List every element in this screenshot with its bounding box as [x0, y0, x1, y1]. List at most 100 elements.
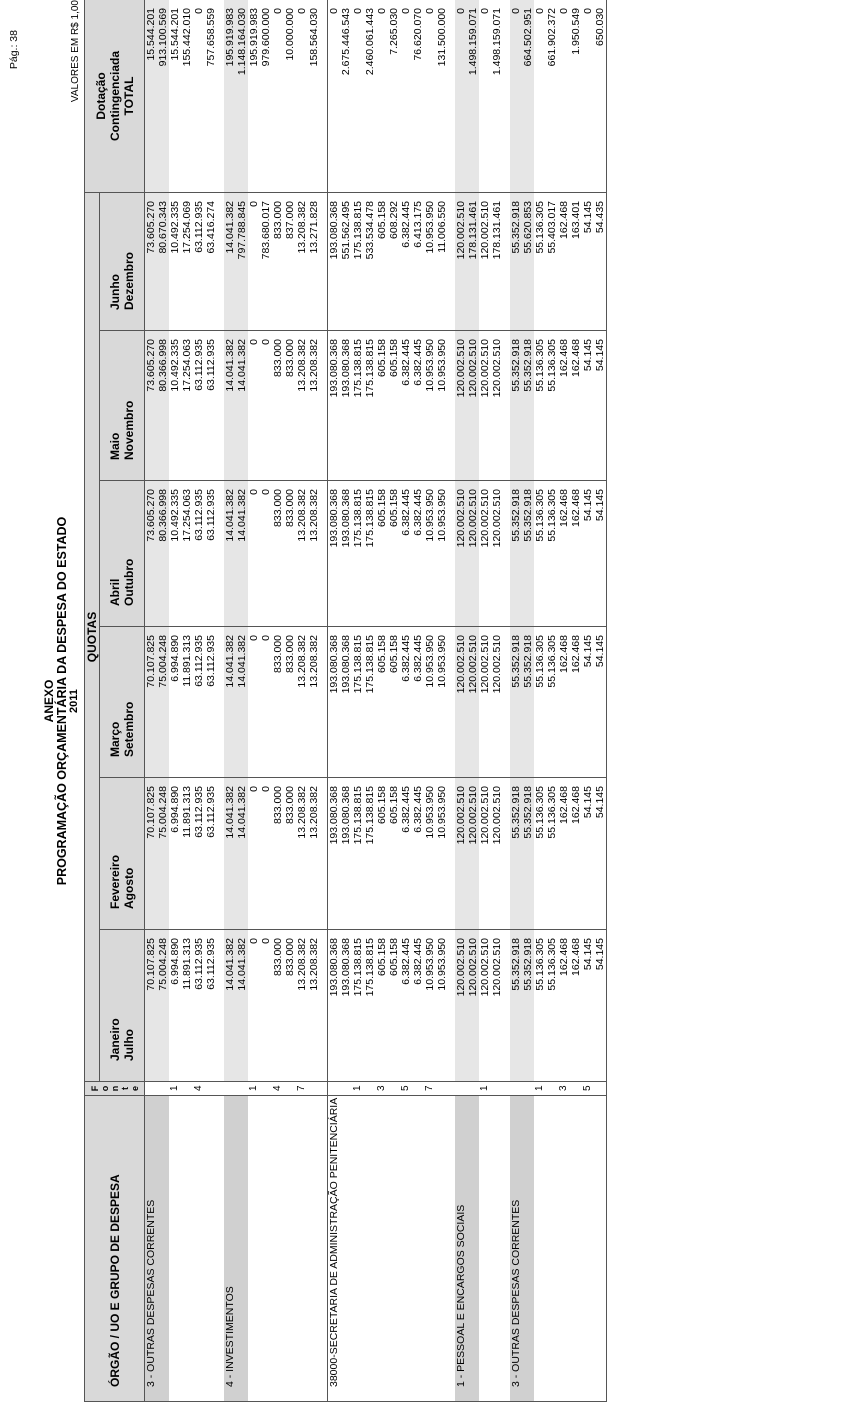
fonte-row: 5 54.145 54.145 54.145 54.145 54.145 54.145 0: [582, 0, 594, 1402]
quota-cell: 10.953.950: [424, 929, 436, 1082]
fonte-row: 5 6.382.445 6.382.445 6.382.445 6.382.445 6.3…: [400, 0, 412, 1402]
quota-cell: 193.080.368: [327, 192, 340, 331]
quota-cell: 13.208.382: [308, 777, 320, 930]
quota-cell: 54.145: [582, 480, 594, 627]
quota-cell: 55.136.305: [534, 480, 546, 627]
total-cell: 0: [558, 0, 570, 193]
total-cell: 661.902.372: [546, 0, 558, 193]
header-total: Dotação Contingenciada TOTAL: [84, 0, 145, 193]
quota-cell: 10.953.950: [436, 330, 448, 481]
quota-cell: 54.145: [594, 929, 607, 1082]
quota-cell: 120.002.510: [467, 929, 479, 1082]
row-label: [340, 1095, 352, 1402]
spacer-cell: [217, 1095, 224, 1402]
spacer-cell: [448, 0, 455, 193]
quota-cell: 175.138.815: [364, 929, 376, 1082]
total-cell: 155.442.010: [181, 0, 193, 193]
quota-cell: 0: [248, 777, 260, 930]
spacer-cell: [320, 626, 328, 778]
spacer-cell: [320, 777, 328, 930]
quota-cell: 833.000: [284, 480, 296, 627]
quota-cell: 0: [260, 777, 272, 930]
fonte-row: 55.136.305 55.136.305 55.136.305 55.136.305…: [546, 0, 558, 1402]
quota-cell: 193.080.368: [340, 330, 352, 481]
spacer-cell: [320, 1081, 328, 1096]
quota-cell: 13.208.382: [296, 330, 308, 481]
row-label: [248, 1095, 260, 1402]
quota-cell: 6.994.890: [169, 777, 181, 930]
quota-cell: 10.953.950: [436, 929, 448, 1082]
row-spacer: [503, 0, 510, 1402]
quota-cell: 605.158: [376, 480, 388, 627]
document-annex-title: ANEXO: [42, 679, 56, 723]
quota-cell: 833.000: [272, 929, 284, 1082]
quota-cell: 10.953.950: [436, 480, 448, 627]
quota-cell: 13.208.382: [296, 480, 308, 627]
total-cell: 0: [534, 0, 546, 193]
quota-cell: 833.000: [272, 777, 284, 930]
quota-cell: 55.352.918: [510, 777, 522, 930]
fonte-code: [364, 1081, 376, 1096]
quota-cell: 14.041.382: [224, 929, 236, 1082]
fonte-code: [388, 1081, 400, 1096]
fonte-code: [340, 1081, 352, 1096]
quota-cell: 120.002.510: [491, 626, 503, 778]
total-cell: 0: [352, 0, 364, 193]
quota-cell: 605.158: [388, 480, 400, 627]
quota-cell: 14.041.382: [224, 192, 236, 331]
quota-cell: 10.492.335: [169, 192, 181, 331]
total-cell: 1.148.164.030: [236, 0, 248, 193]
quota-cell: 11.891.313: [181, 929, 193, 1082]
group-total-row: 193.080.368 193.080.368 193.080.368 193.080…: [340, 0, 352, 1402]
spacer-cell: [448, 330, 455, 481]
total-cell: 0: [193, 0, 205, 193]
quota-cell: 120.002.510: [455, 929, 467, 1082]
quota-cell: 54.435: [594, 192, 607, 331]
total-cell: 0: [272, 0, 284, 193]
row-label: [400, 1095, 412, 1402]
quota-cell: 120.002.510: [455, 192, 467, 331]
fonte-row: 833.000 833.000 833.000 833.000 833.000 837.0…: [284, 0, 296, 1402]
quota-cell: 55.352.918: [522, 330, 534, 481]
quota-cell: 533.534.478: [364, 192, 376, 331]
spacer-cell: [217, 480, 224, 627]
quota-cell: 175.138.815: [364, 330, 376, 481]
header-orgao: ÓRGÃO / UO E GRUPO DE DESPESA: [84, 1095, 145, 1402]
quota-cell: 120.002.510: [491, 777, 503, 930]
row-label: [436, 1095, 448, 1402]
spacer-cell: [503, 626, 510, 778]
quota-cell: 193.080.368: [340, 626, 352, 778]
quota-cell: 80.670.343: [157, 192, 169, 331]
spacer-cell: [217, 192, 224, 331]
fonte-row: 7 13.208.382 13.208.382 13.208.382 13.208.38…: [296, 0, 308, 1402]
quota-cell: 10.492.335: [169, 330, 181, 481]
quota-cell: 13.208.382: [296, 929, 308, 1082]
total-cell: 2.460.061.443: [364, 0, 376, 193]
total-cell: 1.498.159.071: [491, 0, 503, 193]
quota-cell: 73.605.270: [144, 192, 157, 331]
quota-cell: 120.002.510: [467, 777, 479, 930]
spacer-cell: [448, 777, 455, 930]
quota-cell: 6.382.445: [412, 626, 424, 778]
quota-cell: 14.041.382: [236, 330, 248, 481]
fonte-row: 4 833.000 833.000 833.000 833.000 833.000 833.…: [272, 0, 284, 1402]
quota-cell: 120.002.510: [467, 330, 479, 481]
fonte-row: 162.468 162.468 162.468 162.468 162.468 163.4…: [570, 0, 582, 1402]
fonte-row: 1 175.138.815 175.138.815 175.138.815 175.13…: [352, 0, 364, 1402]
quota-cell: 162.468: [558, 929, 570, 1082]
group-total-row: 4 - INVESTIMENTOS 14.041.382 14.041.382 14.…: [224, 0, 236, 1402]
spacer-cell: [503, 480, 510, 627]
row-label: 3 - OUTRAS DESPESAS CORRENTES: [144, 1095, 157, 1402]
quota-cell: 162.468: [570, 929, 582, 1082]
fonte-row: 4 63.112.935 63.112.935 63.112.935 63.112.93…: [193, 0, 205, 1402]
quota-cell: 605.158: [388, 929, 400, 1082]
spacer-cell: [320, 0, 328, 193]
row-label: [388, 1095, 400, 1402]
fonte-row: 1 6.994.890 6.994.890 6.994.890 10.492.335 10…: [169, 0, 181, 1402]
quota-cell: 10.953.950: [424, 480, 436, 627]
total-cell: 0: [296, 0, 308, 193]
quota-cell: 75.004.248: [157, 929, 169, 1082]
quota-cell: 55.352.918: [510, 929, 522, 1082]
total-cell: 0: [455, 0, 467, 193]
total-cell: 195.919.983: [248, 0, 260, 193]
